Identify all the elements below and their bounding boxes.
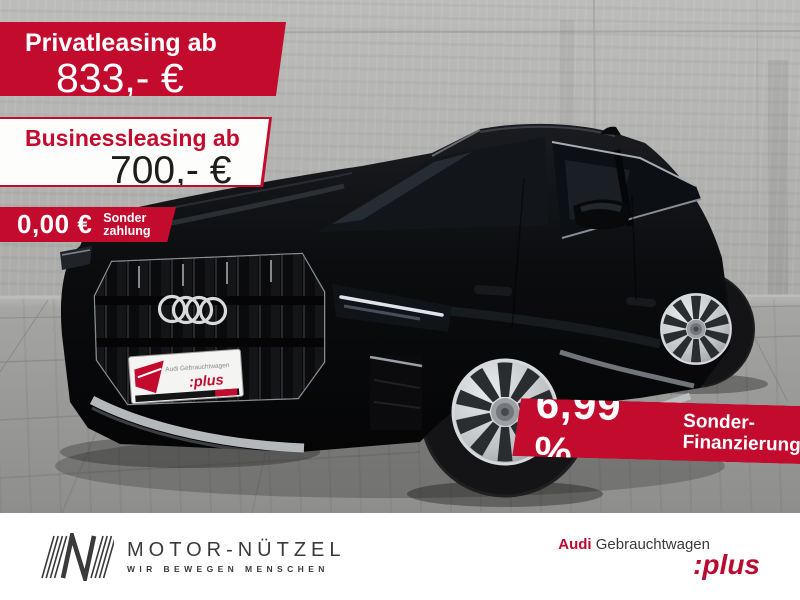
sonderzahlung-line1: Sonder: [103, 210, 147, 225]
dealer-logo-block: MOTOR-NÜTZEL WIR BEWEGEN MENSCHEN: [40, 532, 346, 581]
privatleasing-price: 833,- €: [56, 55, 184, 101]
businessleasing-banner-inner: Businessleasing ab 700,- €: [0, 119, 269, 185]
dealer-name: MOTOR-NÜTZEL: [127, 539, 346, 561]
front-air-intake: [369, 355, 423, 430]
finanzierung-banner: 6,99 % Sonder- Finanzierung: [512, 398, 800, 464]
license-plate: Audi Gebrauchtwagen :plus: [128, 348, 244, 405]
plus-program-logo: :plus: [693, 548, 760, 580]
audi-wordmark: Audi: [558, 535, 592, 553]
door-details: [473, 177, 656, 331]
businessleasing-banner: Businessleasing ab 700,- €: [0, 117, 272, 187]
a-pillar-trim: [431, 129, 481, 157]
dealer-footer: MOTOR-NÜTZEL WIR BEWEGEN MENSCHEN Audi G…: [0, 513, 800, 600]
businessleasing-label: Businessleasing ab: [25, 125, 240, 151]
audi-gebrauchtwagen-label: Audi Gebrauchtwagen: [558, 536, 760, 553]
sonderzahlung-label: Sonder zahlung: [103, 210, 151, 238]
finanzierung-label: Sonder- Finanzierung: [682, 410, 800, 456]
plate-brand-text: Audi Gebrauchtwagen: [165, 362, 230, 373]
plate-program-text: :plus: [189, 372, 225, 390]
privatleasing-banner: Privatleasing ab 833,- €: [0, 22, 286, 96]
privatleasing-label: Privatleasing ab: [25, 29, 217, 57]
motor-nuetzel-logo-icon: [41, 532, 114, 581]
businessleasing-price: 700,- €: [110, 149, 232, 192]
audi-brand-block: Audi Gebrauchtwagen :plus: [558, 536, 760, 580]
windshield-reflection: [332, 152, 472, 224]
headlight-left-sliver: [60, 246, 92, 270]
audi-rings-icon: [157, 294, 228, 326]
dealer-text: MOTOR-NÜTZEL WIR BEWEGEN MENSCHEN: [127, 539, 346, 574]
plate-swoosh: [134, 360, 164, 394]
side-mirror: [573, 199, 631, 230]
vehicle-photo: Audi Gebrauchtwagen :plus Privatleasing …: [0, 0, 800, 513]
finanzierung-line2: Finanzierung: [682, 431, 800, 457]
rear-wheel: [660, 293, 731, 364]
dealer-tagline: WIR BEWEGEN MENSCHEN: [127, 564, 329, 574]
gebrauchtwagen-label: Gebrauchtwagen: [595, 535, 710, 553]
roof-antenna: [600, 126, 621, 135]
headlight-right: [332, 284, 452, 332]
sonderzahlung-line2: zahlung: [103, 223, 151, 238]
sonderzahlung-banner: 0,00 € Sonder zahlung: [0, 207, 176, 242]
sonderzahlung-amount: 0,00 €: [17, 209, 93, 239]
